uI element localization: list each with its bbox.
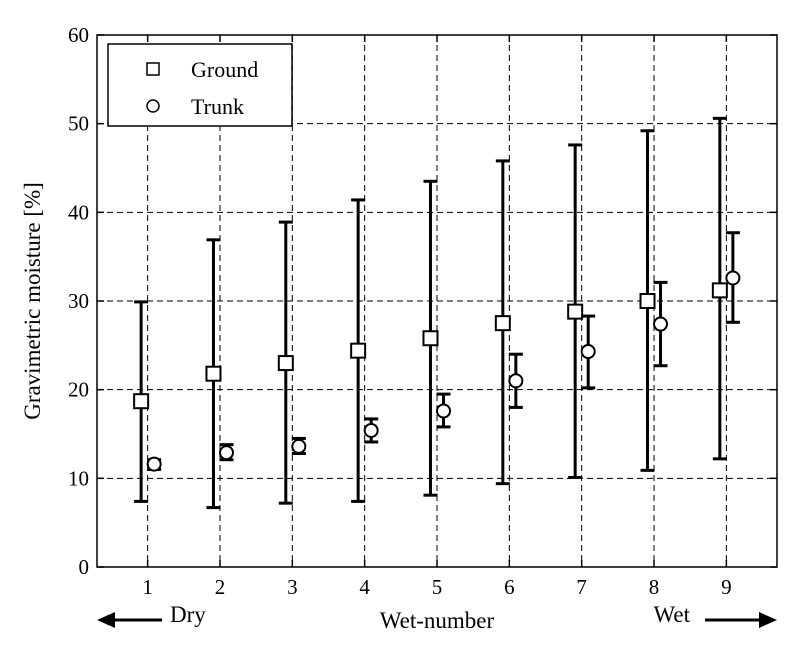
x-tick-label: 1	[142, 575, 153, 599]
wet-arrow-head-icon	[759, 612, 777, 628]
trunk-point	[508, 373, 524, 389]
legend-trunk-label: Trunk	[191, 94, 244, 119]
trunk-point	[725, 270, 741, 286]
ground-point	[422, 330, 439, 347]
x-tick-label: 6	[504, 575, 515, 599]
trunk-point	[436, 403, 452, 419]
trunk-point	[218, 445, 234, 461]
dry-arrow-head-icon	[97, 612, 115, 628]
y-tick-label: 10	[68, 466, 89, 490]
legend: Ground Trunk	[107, 43, 293, 127]
x-tick-label: 9	[721, 575, 732, 599]
ground-point	[277, 355, 294, 372]
ground-point	[711, 282, 728, 299]
trunk-point	[146, 456, 162, 472]
dry-annotation: Dry	[97, 602, 206, 628]
x-tick-label: 3	[287, 575, 298, 599]
x-tick-label: 5	[432, 575, 443, 599]
legend-ground-square-icon	[146, 62, 160, 76]
legend-box	[107, 43, 293, 127]
y-tick-label: 20	[68, 378, 89, 402]
data-layer	[133, 116, 741, 510]
trunk-point	[363, 422, 379, 438]
ground-point	[133, 393, 150, 410]
x-tick-label: 8	[649, 575, 660, 599]
x-tick-label: 4	[359, 575, 370, 599]
ground-point	[205, 365, 222, 382]
wet-annotation: Wet	[654, 602, 777, 628]
dry-label: Dry	[170, 602, 206, 627]
wet-label: Wet	[654, 602, 691, 627]
legend-ground-label: Ground	[191, 57, 258, 82]
x-tick-label: 2	[215, 575, 226, 599]
x-axis-label: Wet-number	[380, 608, 495, 633]
trunk-point	[580, 344, 596, 360]
ground-point	[494, 315, 511, 332]
ground-point	[639, 293, 656, 309]
ground-point	[567, 303, 584, 320]
y-axis-label: Gravimetric moisture [%]	[20, 182, 45, 420]
y-tick-label: 50	[68, 112, 89, 136]
legend-trunk-circle-icon	[146, 99, 160, 113]
trunk-point	[653, 316, 669, 332]
ground-point	[350, 342, 367, 359]
trunk-point	[291, 438, 307, 454]
y-tick-label: 30	[68, 289, 89, 313]
y-tick-label: 0	[79, 555, 90, 579]
axis-ticks: 0 10 20 30 40 50 60 1 2 3 4 5 6 7 8 9	[68, 23, 777, 599]
x-tick-label: 7	[576, 575, 587, 599]
y-tick-label: 40	[68, 200, 89, 224]
y-tick-label: 60	[68, 23, 89, 47]
grid	[97, 35, 777, 567]
